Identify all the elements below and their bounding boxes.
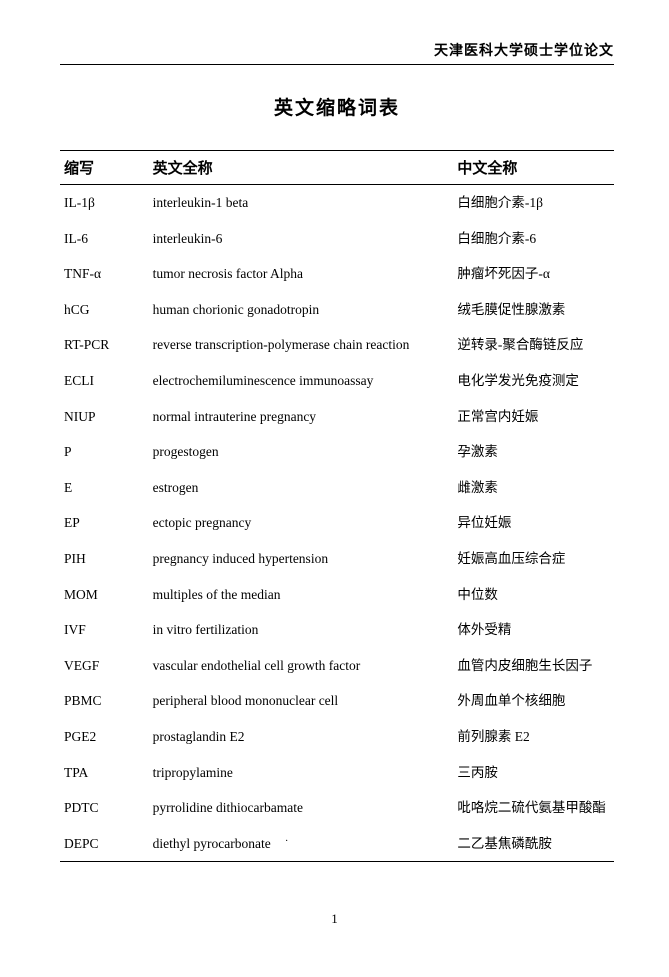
cell-abbr: RT-PCR xyxy=(60,327,149,363)
table-row: NIUPnormal intrauterine pregnancy正常宫内妊娠 xyxy=(60,399,614,435)
cell-english: interleukin-1 beta xyxy=(149,185,454,221)
table-row: ECLIelectrochemiluminescence immunoassay… xyxy=(60,363,614,399)
table-row: DEPCdiethyl pyrocarbonate二乙基焦磷酰胺 xyxy=(60,826,614,862)
cell-chinese: 前列腺素 E2 xyxy=(453,719,614,755)
table-row: TPAtripropylamine三丙胺 xyxy=(60,755,614,791)
decorative-dot: · xyxy=(285,836,288,847)
cell-abbr: hCG xyxy=(60,292,149,328)
cell-english: ectopic pregnancy xyxy=(149,505,454,541)
cell-english: tumor necrosis factor Alpha xyxy=(149,256,454,292)
cell-english: pregnancy induced hypertension xyxy=(149,541,454,577)
table-row: PGE2prostaglandin E2前列腺素 E2 xyxy=(60,719,614,755)
cell-english: vascular endothelial cell growth factor xyxy=(149,648,454,684)
cell-chinese: 白细胞介素-6 xyxy=(453,221,614,257)
cell-english: reverse transcription-polymerase chain r… xyxy=(149,327,454,363)
cell-english: tripropylamine xyxy=(149,755,454,791)
page-title: 英文缩略词表 xyxy=(60,93,614,120)
cell-chinese: 体外受精 xyxy=(453,612,614,648)
table-header-row: 缩写 英文全称 中文全称 xyxy=(60,151,614,185)
cell-english: estrogen xyxy=(149,470,454,506)
table-row: RT-PCRreverse transcription-polymerase c… xyxy=(60,327,614,363)
cell-chinese: 吡咯烷二硫代氨基甲酸酯 xyxy=(453,790,614,826)
cell-chinese: 二乙基焦磷酰胺 xyxy=(453,826,614,862)
cell-abbr: DEPC xyxy=(60,826,149,862)
header-chinese: 中文全称 xyxy=(453,151,614,185)
cell-english: in vitro fertilization xyxy=(149,612,454,648)
cell-chinese: 妊娠高血压综合症 xyxy=(453,541,614,577)
table-body: IL-1βinterleukin-1 beta白细胞介素-1βIL-6inter… xyxy=(60,185,614,862)
table-row: IVFin vitro fertilization体外受精 xyxy=(60,612,614,648)
cell-chinese: 三丙胺 xyxy=(453,755,614,791)
table-row: TNF-αtumor necrosis factor Alpha肿瘤坏死因子-α xyxy=(60,256,614,292)
cell-english: diethyl pyrocarbonate xyxy=(149,826,454,862)
cell-abbr: MOM xyxy=(60,577,149,613)
cell-chinese: 中位数 xyxy=(453,577,614,613)
cell-chinese: 肿瘤坏死因子-α xyxy=(453,256,614,292)
cell-abbr: NIUP xyxy=(60,399,149,435)
cell-english: multiples of the median xyxy=(149,577,454,613)
cell-english: prostaglandin E2 xyxy=(149,719,454,755)
table-row: MOMmultiples of the median中位数 xyxy=(60,577,614,613)
cell-chinese: 白细胞介素-1β xyxy=(453,185,614,221)
cell-abbr: EP xyxy=(60,505,149,541)
page-number: 1 xyxy=(0,911,669,927)
table-row: PDTCpyrrolidine dithiocarbamate吡咯烷二硫代氨基甲… xyxy=(60,790,614,826)
cell-english: normal intrauterine pregnancy xyxy=(149,399,454,435)
cell-abbr: IL-1β xyxy=(60,185,149,221)
cell-english: human chorionic gonadotropin xyxy=(149,292,454,328)
table-row: hCGhuman chorionic gonadotropin绒毛膜促性腺激素 xyxy=(60,292,614,328)
table-row: Pprogestogen孕激素 xyxy=(60,434,614,470)
university-header: 天津医科大学硕士学位论文 xyxy=(60,40,614,65)
cell-english: progestogen xyxy=(149,434,454,470)
cell-abbr: PGE2 xyxy=(60,719,149,755)
table-row: IL-1βinterleukin-1 beta白细胞介素-1β xyxy=(60,185,614,221)
cell-abbr: PBMC xyxy=(60,683,149,719)
cell-chinese: 雌激素 xyxy=(453,470,614,506)
cell-english: peripheral blood mononuclear cell xyxy=(149,683,454,719)
cell-chinese: 外周血单个核细胞 xyxy=(453,683,614,719)
cell-abbr: PIH xyxy=(60,541,149,577)
cell-abbr: PDTC xyxy=(60,790,149,826)
table-row: EPectopic pregnancy异位妊娠 xyxy=(60,505,614,541)
cell-chinese: 电化学发光免疫测定 xyxy=(453,363,614,399)
cell-chinese: 血管内皮细胞生长因子 xyxy=(453,648,614,684)
header-english: 英文全称 xyxy=(149,151,454,185)
cell-abbr: ECLI xyxy=(60,363,149,399)
cell-chinese: 绒毛膜促性腺激素 xyxy=(453,292,614,328)
cell-chinese: 异位妊娠 xyxy=(453,505,614,541)
cell-abbr: IL-6 xyxy=(60,221,149,257)
cell-english: interleukin-6 xyxy=(149,221,454,257)
cell-chinese: 逆转录-聚合酶链反应 xyxy=(453,327,614,363)
table-row: IL-6interleukin-6白细胞介素-6 xyxy=(60,221,614,257)
table-row: VEGFvascular endothelial cell growth fac… xyxy=(60,648,614,684)
cell-abbr: E xyxy=(60,470,149,506)
table-row: PIHpregnancy induced hypertension妊娠高血压综合… xyxy=(60,541,614,577)
cell-abbr: TPA xyxy=(60,755,149,791)
cell-abbr: VEGF xyxy=(60,648,149,684)
cell-abbr: IVF xyxy=(60,612,149,648)
header-abbr: 缩写 xyxy=(60,151,149,185)
table-row: PBMCperipheral blood mononuclear cell外周血… xyxy=(60,683,614,719)
abbreviation-table: 缩写 英文全称 中文全称 IL-1βinterleukin-1 beta白细胞介… xyxy=(60,150,614,862)
cell-english: pyrrolidine dithiocarbamate xyxy=(149,790,454,826)
cell-english: electrochemiluminescence immunoassay xyxy=(149,363,454,399)
cell-chinese: 正常宫内妊娠 xyxy=(453,399,614,435)
cell-abbr: TNF-α xyxy=(60,256,149,292)
cell-abbr: P xyxy=(60,434,149,470)
table-row: Eestrogen雌激素 xyxy=(60,470,614,506)
cell-chinese: 孕激素 xyxy=(453,434,614,470)
